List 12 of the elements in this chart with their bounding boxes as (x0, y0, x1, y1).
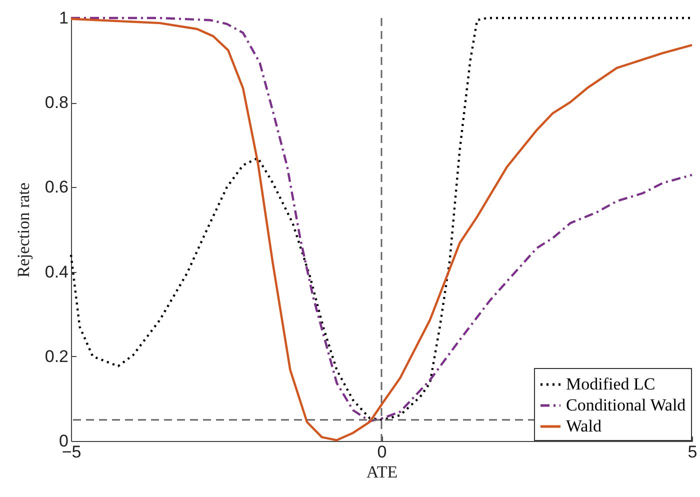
legend-label: Modified LC (566, 374, 656, 394)
x-tick-label: 0 (377, 442, 387, 462)
y-tick-label: 1 (59, 8, 68, 28)
y-tick-label: 0.4 (44, 262, 68, 282)
y-tick-label: 0.8 (44, 93, 68, 112)
legend-label: Conditional Wald (566, 396, 686, 414)
y-axis-title: Rejection rate (14, 182, 33, 278)
y-tick-label: 0.6 (44, 178, 68, 197)
x-tick-label: 5 (688, 442, 698, 462)
x-axis-title: ATE (366, 462, 398, 482)
y-tick-label: 0.2 (44, 346, 68, 366)
legend-label: Wald (566, 416, 602, 436)
